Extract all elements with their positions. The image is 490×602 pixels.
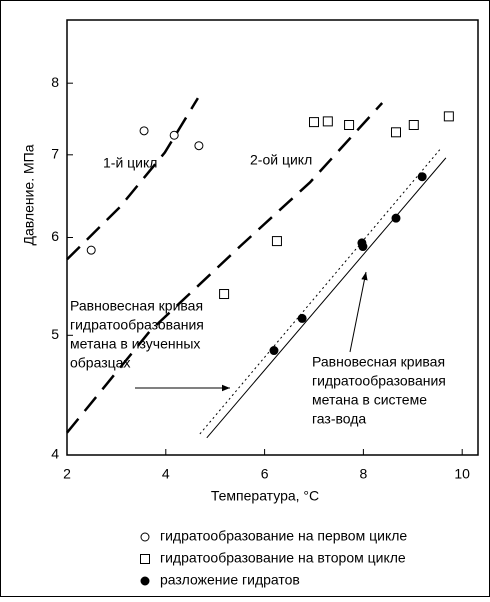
annotation: метана в изученных: [70, 336, 200, 352]
x-tick-label: 4: [162, 466, 170, 482]
legend-label: разложение гидратов: [160, 572, 300, 588]
curve: [199, 149, 441, 435]
curve: [206, 157, 447, 439]
point: [194, 141, 204, 151]
x-tick-label: 2: [63, 466, 71, 482]
legend-marker: [140, 576, 150, 586]
point: [169, 130, 179, 140]
annotation: газ-вода: [312, 411, 366, 427]
point: [391, 213, 401, 223]
annotation: образцах: [70, 355, 130, 371]
point: [344, 120, 355, 131]
y-axis-label: Давление. МПа: [21, 144, 37, 245]
point: [390, 127, 401, 138]
curve: [66, 97, 199, 261]
x-tick-label: 8: [359, 466, 367, 482]
x-axis-label: Температура, °C: [211, 488, 319, 504]
point: [308, 117, 319, 128]
point: [219, 289, 230, 300]
point: [417, 172, 427, 182]
y-tick-label: 5: [51, 326, 59, 342]
point: [269, 346, 279, 356]
legend-label: гидратообразование на втором цикле: [160, 550, 406, 566]
annotation: 2-ой цикл: [250, 152, 312, 168]
legend-marker: [140, 554, 150, 564]
curve: [66, 102, 384, 434]
point: [139, 126, 149, 136]
point: [86, 245, 96, 255]
y-tick-label: 4: [51, 446, 59, 462]
legend-marker: [140, 532, 150, 542]
arrow: [349, 271, 368, 353]
annotation: гидратообразования: [70, 317, 204, 333]
point: [297, 313, 307, 323]
y-tick-label: 6: [51, 228, 59, 244]
point: [271, 236, 282, 247]
x-tick-label: 10: [454, 466, 470, 482]
annotation: 1-й цикл: [103, 155, 157, 171]
annotation: Равновесная кривая: [312, 354, 445, 370]
y-tick-label: 8: [51, 74, 59, 90]
y-tick-label: 7: [51, 146, 59, 162]
point: [358, 242, 368, 252]
annotation: Равновесная кривая: [70, 298, 203, 314]
point: [408, 120, 419, 131]
annotation: метана в системе: [312, 392, 427, 408]
legend-label: гидратообразование на первом цикле: [160, 528, 407, 544]
x-tick-label: 6: [261, 466, 269, 482]
point: [443, 111, 454, 122]
point: [322, 116, 333, 127]
annotation: гидратообразования: [312, 373, 446, 389]
